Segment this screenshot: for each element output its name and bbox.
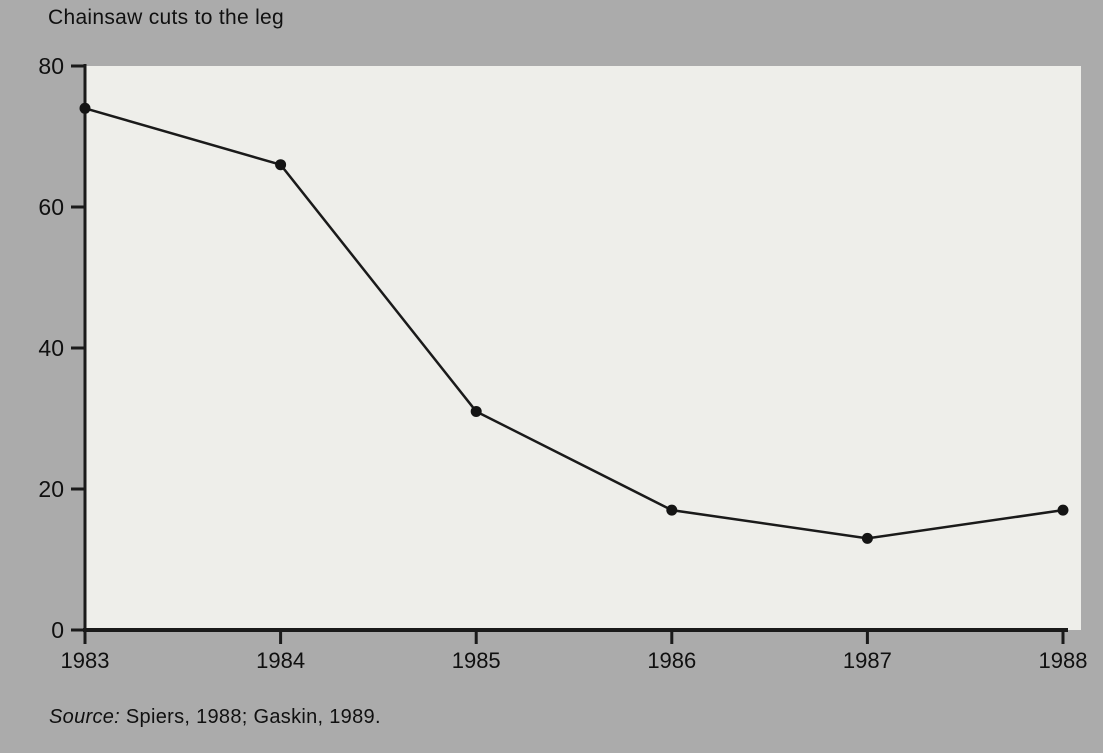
x-tick-label: 1986 (647, 648, 696, 673)
source-label: Source: (49, 706, 121, 728)
chart-title: Chainsaw cuts to the leg (48, 6, 284, 29)
data-point (275, 159, 287, 171)
y-tick-label: 60 (38, 194, 64, 220)
y-tick-label: 80 (38, 53, 64, 79)
plot-area (85, 66, 1081, 630)
x-tick-label: 1983 (61, 648, 110, 673)
y-axis: 0 20 40 60 80 (38, 53, 85, 643)
data-point (470, 405, 482, 417)
y-tick-label: 40 (38, 335, 64, 361)
x-axis: 1983 1984 1985 1986 1987 1988 (61, 630, 1088, 673)
source-line: Source: Spiers, 1988; Gaskin, 1989. (49, 706, 381, 729)
x-tick-label: 1985 (452, 648, 501, 673)
data-point (861, 532, 873, 544)
y-tick-label: 20 (38, 476, 64, 502)
x-tick-label: 1987 (843, 648, 892, 673)
source-text: Spiers, 1988; Gaskin, 1989. (120, 706, 381, 728)
y-tick-label: 0 (51, 617, 64, 643)
data-line (84, 107, 1064, 540)
data-point (79, 102, 91, 114)
data-point (1057, 504, 1069, 516)
x-tick-label: 1988 (1039, 648, 1088, 673)
x-tick-label: 1984 (256, 648, 305, 673)
data-point (666, 504, 678, 516)
